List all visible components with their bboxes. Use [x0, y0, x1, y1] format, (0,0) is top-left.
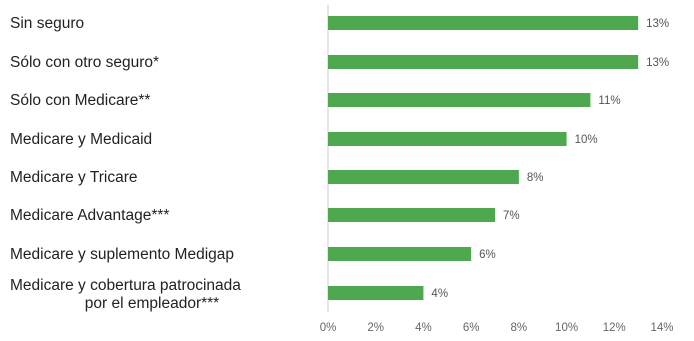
category-label: Sólo con otro seguro*	[10, 54, 159, 71]
value-label: 6%	[479, 249, 496, 261]
bar	[328, 55, 639, 69]
category-label: Medicare y cobertura patrocinada	[10, 277, 241, 294]
category-label: Sin seguro	[10, 15, 84, 32]
x-tick-label: 2%	[367, 322, 384, 334]
category-label: por el empleador***	[85, 295, 219, 312]
x-tick-label: 6%	[463, 322, 480, 334]
bar	[328, 93, 591, 107]
bar	[328, 286, 424, 300]
bar	[328, 247, 472, 261]
category-label: Sólo con Medicare**	[10, 92, 150, 109]
x-tick-label: 0%	[320, 322, 337, 334]
category-label: Medicare y Medicaid	[10, 131, 152, 148]
value-label: 8%	[527, 172, 544, 184]
bar	[328, 208, 495, 222]
category-label: Medicare Advantage***	[10, 207, 169, 224]
bar	[328, 170, 519, 184]
x-tick-label: 12%	[603, 322, 626, 334]
x-tick-label: 10%	[555, 322, 578, 334]
bar	[328, 16, 639, 30]
value-label: 13%	[646, 57, 669, 69]
category-label: Medicare y suplemento Medigap	[10, 246, 234, 263]
category-label: Medicare y Tricare	[10, 169, 137, 186]
value-label: 11%	[598, 95, 620, 107]
value-label: 4%	[431, 288, 448, 300]
x-tick-label: 8%	[511, 322, 528, 334]
value-label: 13%	[646, 18, 669, 30]
x-tick-label: 14%	[650, 322, 673, 334]
bar	[328, 132, 567, 146]
value-label: 10%	[575, 134, 598, 146]
x-tick-label: 4%	[415, 322, 432, 334]
value-label: 7%	[503, 210, 520, 222]
